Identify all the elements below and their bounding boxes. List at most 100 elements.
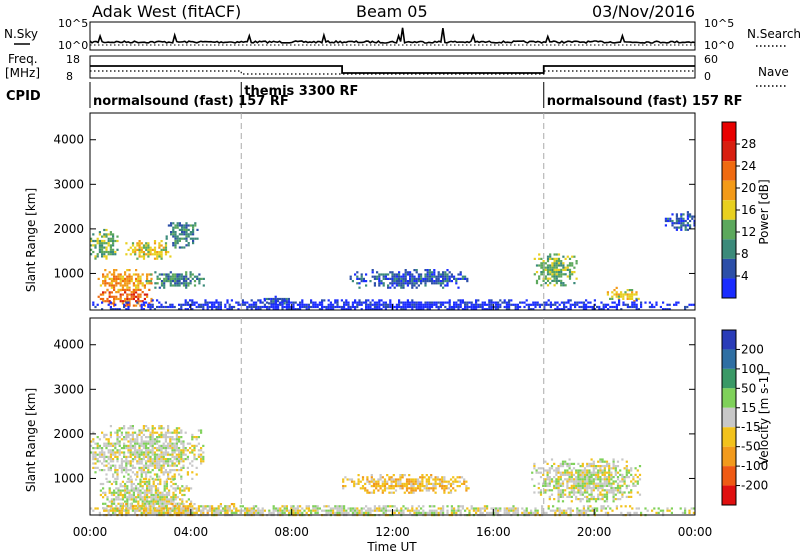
scatter-cell bbox=[108, 500, 111, 503]
scatter-cell bbox=[557, 257, 561, 260]
scatter-cell bbox=[437, 275, 440, 278]
scatter-cell bbox=[601, 493, 604, 496]
scatter-cell bbox=[628, 297, 631, 300]
scatter-cell bbox=[131, 431, 134, 434]
scatter-cell bbox=[132, 297, 135, 301]
scatter-cell bbox=[488, 308, 491, 311]
scatter-cell bbox=[165, 235, 168, 238]
scatter-cell bbox=[142, 308, 145, 311]
scatter-cell bbox=[169, 275, 172, 278]
scatter-cell bbox=[96, 466, 99, 469]
scatter-cell bbox=[109, 244, 112, 247]
scatter-cell bbox=[112, 451, 115, 454]
scatter-cell bbox=[272, 297, 275, 301]
scatter-cell bbox=[114, 469, 117, 472]
scatter-cell bbox=[102, 502, 105, 505]
scatter-cell bbox=[554, 301, 557, 304]
scatter-cell bbox=[575, 476, 578, 479]
scatter-cell bbox=[594, 482, 598, 485]
scatter-cell bbox=[112, 308, 115, 311]
scatter-cell bbox=[543, 308, 546, 311]
scatter-cell bbox=[116, 438, 119, 441]
scatter-cell bbox=[557, 465, 560, 468]
scatter-cell bbox=[173, 464, 176, 467]
scatter-cell bbox=[441, 478, 444, 481]
scatter-cell bbox=[443, 480, 446, 483]
scatter-cell bbox=[428, 509, 431, 512]
scatter-cell bbox=[187, 282, 190, 285]
scatter-cell bbox=[149, 246, 152, 249]
scatter-cell bbox=[557, 493, 560, 496]
scatter-cell bbox=[129, 453, 132, 456]
beam-title: Beam 05 bbox=[356, 2, 428, 21]
scatter-cell bbox=[470, 303, 473, 306]
scatter-cell bbox=[175, 436, 178, 439]
scatter-cell bbox=[299, 505, 302, 508]
scatter-cell bbox=[172, 244, 175, 247]
scatter-cell bbox=[110, 273, 113, 276]
scatter-cell bbox=[372, 485, 376, 488]
scatter-cell bbox=[164, 458, 167, 461]
scatter-cell bbox=[630, 491, 633, 494]
scatter-cell bbox=[666, 308, 669, 311]
scatter-cell bbox=[179, 491, 182, 494]
scatter-cell bbox=[426, 308, 429, 311]
scatter-cell bbox=[382, 509, 385, 512]
scatter-cell bbox=[602, 507, 605, 510]
scatter-cell bbox=[96, 255, 99, 258]
scatter-cell bbox=[112, 449, 115, 452]
scatter-cell bbox=[634, 467, 637, 470]
scatter-cell bbox=[156, 305, 159, 309]
scatter-cell bbox=[577, 478, 580, 481]
scatter-cell bbox=[415, 303, 418, 306]
scatter-cell bbox=[156, 436, 159, 439]
scatter-cell bbox=[588, 493, 591, 496]
scatter-cell bbox=[162, 464, 165, 467]
scatter-cell bbox=[109, 449, 112, 452]
scatter-cell bbox=[575, 491, 578, 494]
scatter-cell bbox=[381, 491, 384, 494]
scatter-cell bbox=[530, 509, 533, 512]
scatter-cell bbox=[171, 277, 175, 280]
scatter-cell bbox=[168, 498, 171, 501]
scatter-cell bbox=[564, 284, 567, 287]
scatter-cell bbox=[356, 277, 359, 280]
scatter-cell bbox=[115, 269, 118, 272]
scatter-cell bbox=[590, 487, 593, 490]
scatter-cell bbox=[129, 475, 132, 478]
scatter-cell bbox=[150, 300, 153, 303]
scatter-cell bbox=[442, 271, 445, 274]
scatter-cell bbox=[118, 511, 121, 514]
scatter-cell bbox=[285, 300, 288, 303]
scatter-cell bbox=[358, 282, 361, 285]
scatter-cell bbox=[597, 471, 600, 474]
scatter-cell bbox=[110, 493, 113, 497]
scatter-cell bbox=[358, 286, 361, 289]
scatter-cell bbox=[154, 487, 157, 490]
scatter-cell bbox=[433, 505, 436, 508]
scatter-cell bbox=[620, 511, 623, 514]
scatter-cell bbox=[101, 242, 104, 245]
scatter-cell bbox=[599, 484, 602, 487]
scatter-cell bbox=[464, 305, 467, 309]
scatter-cell bbox=[132, 487, 135, 490]
scatter-cell bbox=[130, 487, 133, 490]
scatter-cell bbox=[165, 496, 168, 499]
scatter-cell bbox=[525, 507, 528, 510]
scatter-cell bbox=[266, 308, 269, 311]
scatter-cell bbox=[140, 246, 143, 249]
scatter-cell bbox=[406, 303, 409, 306]
scatter-cell bbox=[555, 467, 558, 470]
scatter-cell bbox=[138, 442, 141, 445]
scatter-cell bbox=[301, 301, 304, 304]
scatter-cell bbox=[447, 482, 450, 485]
scatter-cell bbox=[408, 491, 411, 494]
scatter-cell bbox=[169, 507, 172, 510]
scatter-cell bbox=[614, 487, 617, 490]
scatter-cell bbox=[373, 282, 376, 285]
scatter-cell bbox=[160, 453, 163, 456]
scatter-cell bbox=[143, 489, 146, 492]
scatter-cell bbox=[235, 301, 238, 304]
scatter-cell bbox=[433, 273, 436, 276]
